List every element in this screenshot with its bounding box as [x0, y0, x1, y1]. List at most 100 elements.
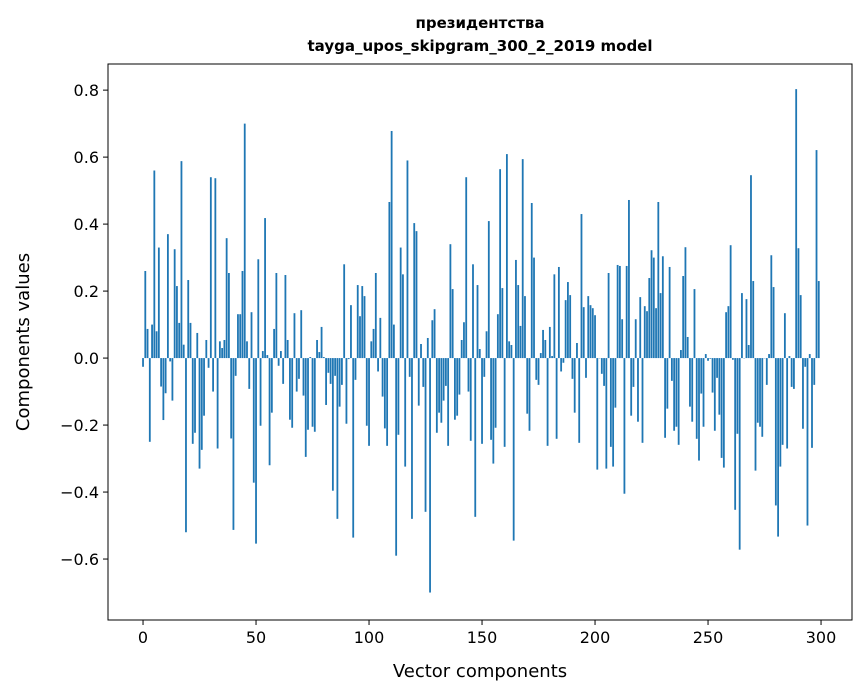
- bar-111: [393, 325, 395, 358]
- bar-296: [811, 358, 813, 448]
- y-tick-label: 0.8: [74, 81, 99, 100]
- bar-120: [413, 223, 415, 358]
- bar-263: [737, 358, 739, 434]
- bar-114: [400, 248, 402, 359]
- bar-243: [691, 358, 693, 422]
- bar-259: [727, 306, 729, 358]
- bar-193: [578, 358, 580, 443]
- bar-170: [526, 358, 528, 414]
- bar-197: [587, 296, 589, 358]
- bar-195: [583, 307, 585, 358]
- bar-105: [379, 318, 381, 358]
- bar-85: [334, 358, 336, 376]
- bar-17: [181, 161, 183, 358]
- bar-101: [370, 341, 372, 358]
- x-tick-label: 0: [138, 628, 148, 647]
- bar-165: [515, 260, 517, 358]
- bar-142: [463, 322, 465, 358]
- bar-27: [203, 358, 205, 416]
- bar-73: [307, 358, 309, 430]
- bar-52: [260, 358, 262, 426]
- bar-57: [271, 358, 273, 413]
- bar-68: [296, 358, 298, 391]
- bar-242: [689, 358, 691, 407]
- bar-283: [782, 358, 784, 445]
- bar-49: [253, 358, 255, 483]
- bar-198: [590, 305, 592, 358]
- bar-276: [766, 358, 768, 385]
- x-tick-label: 300: [806, 628, 837, 647]
- bar-256: [721, 358, 723, 458]
- bar-249: [705, 354, 707, 358]
- bar-136: [449, 244, 451, 358]
- bar-287: [791, 358, 793, 387]
- bar-288: [793, 358, 795, 389]
- bar-89: [343, 264, 345, 358]
- bar-151: [483, 358, 485, 377]
- bar-225: [651, 250, 653, 358]
- bar-190: [572, 358, 574, 379]
- bar-158: [499, 169, 501, 358]
- bar-6: [156, 331, 158, 358]
- bar-185: [560, 358, 562, 371]
- bar-295: [809, 354, 811, 358]
- bar-43: [239, 314, 241, 358]
- bar-95: [357, 285, 359, 358]
- bar-265: [741, 293, 743, 358]
- bars-group: [142, 89, 820, 592]
- bar-79: [321, 327, 323, 358]
- bar-15: [176, 286, 178, 358]
- y-tick-label: 0.4: [74, 215, 99, 234]
- bar-86: [336, 358, 338, 519]
- bar-235: [673, 358, 675, 431]
- bar-200: [594, 315, 596, 358]
- bar-23: [194, 358, 196, 433]
- bar-94: [355, 358, 357, 380]
- bar-61: [280, 351, 282, 358]
- bar-270: [752, 281, 754, 358]
- bar-221: [642, 358, 644, 443]
- bar-133: [443, 358, 445, 401]
- bar-171: [529, 358, 531, 431]
- bar-70: [300, 310, 302, 358]
- bar-93: [352, 358, 354, 538]
- bar-18: [183, 345, 185, 358]
- bar-107: [384, 358, 386, 428]
- bar-54: [264, 218, 266, 358]
- bar-117: [407, 160, 409, 358]
- bar-247: [700, 358, 702, 394]
- bar-63: [285, 275, 287, 358]
- bar-269: [750, 175, 752, 358]
- bar-274: [761, 358, 763, 437]
- bar-282: [779, 358, 781, 467]
- bar-48: [251, 312, 253, 358]
- bar-36: [223, 340, 225, 358]
- bar-258: [725, 312, 727, 358]
- bar-103: [375, 273, 377, 358]
- bar-46: [246, 341, 248, 358]
- bar-108: [386, 358, 388, 446]
- bar-90: [346, 358, 348, 424]
- bar-196: [585, 358, 587, 378]
- bar-118: [409, 358, 411, 377]
- bar-32: [214, 178, 216, 358]
- y-axis-label: Components values: [13, 253, 34, 431]
- bar-181: [551, 356, 553, 358]
- bar-157: [497, 314, 499, 358]
- bar-246: [698, 358, 700, 460]
- bar-65: [289, 358, 291, 420]
- bar-244: [694, 289, 696, 358]
- bar-215: [628, 200, 630, 358]
- bar-177: [542, 330, 544, 358]
- bar-169: [524, 296, 526, 358]
- bar-12: [169, 358, 171, 361]
- bar-267: [746, 299, 748, 358]
- bar-31: [212, 358, 214, 391]
- chart-title-line1: президентства: [415, 14, 544, 32]
- bar-217: [633, 358, 635, 387]
- bar-150: [481, 358, 483, 444]
- bar-64: [287, 340, 289, 358]
- bar-149: [479, 349, 481, 358]
- bar-42: [237, 314, 239, 358]
- bar-192: [576, 343, 578, 358]
